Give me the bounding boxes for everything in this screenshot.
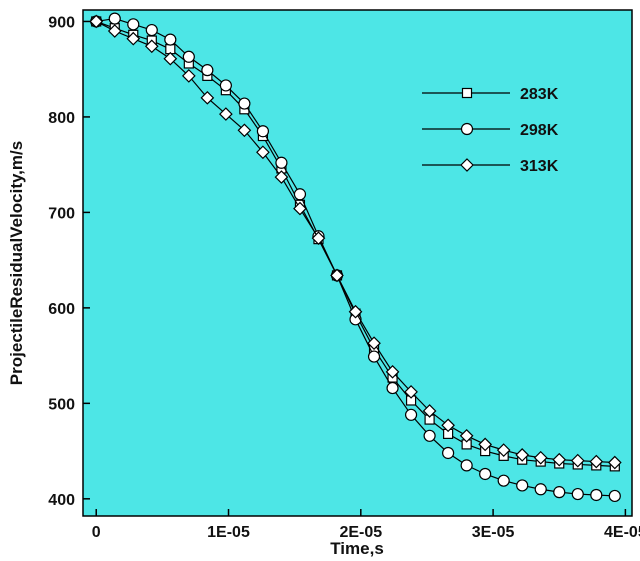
y-axis-title: ProjectileResidualVelocity,m/s [7, 141, 26, 385]
y-tick-label: 700 [48, 205, 75, 222]
data-point-diamond [181, 69, 196, 83]
data-point-diamond [256, 145, 270, 160]
data-point-circle [404, 408, 418, 421]
x-axis-title: Time,s [330, 539, 384, 558]
data-point-diamond [570, 453, 585, 468]
x-tick-label: 0 [92, 524, 101, 541]
y-tick-label: 800 [48, 110, 75, 127]
data-point-circle [516, 479, 529, 492]
data-point-diamond [607, 455, 622, 470]
data-point-diamond [589, 454, 604, 469]
data-point-diamond [441, 418, 455, 433]
data-point-circle [534, 483, 547, 496]
data-point-diamond [404, 385, 418, 399]
legend-item: 283K [422, 86, 559, 103]
data-point-diamond [200, 90, 215, 105]
data-point-circle [182, 50, 195, 63]
data-point-diamond [348, 304, 363, 319]
x-tick-label: 1E-05 [207, 524, 250, 541]
data-point-diamond [311, 231, 326, 246]
y-tick-label: 500 [48, 396, 75, 413]
data-point-circle [460, 459, 473, 472]
data-point-diamond [237, 123, 252, 138]
data-point-diamond [219, 107, 233, 121]
series-313K [89, 14, 622, 470]
y-tick-label: 900 [48, 14, 75, 31]
data-point-circle [423, 429, 436, 442]
data-point-circle [442, 446, 455, 460]
legend-marker-circle [460, 122, 474, 136]
series-layer [89, 12, 622, 503]
legend-marker-square [461, 87, 473, 99]
legend-label: 298K [520, 122, 559, 139]
data-point-circle [275, 156, 288, 169]
data-point-circle [367, 350, 381, 363]
data-point-circle [219, 79, 232, 92]
x-tick-label: 4E-05 [604, 524, 640, 541]
data-point-circle [201, 64, 214, 77]
data-point-diamond [496, 443, 511, 457]
data-point-diamond [126, 31, 141, 46]
plot-area [82, 9, 633, 517]
legend-label: 283K [520, 86, 559, 103]
y-tick-label: 400 [48, 492, 75, 509]
data-point-diamond [367, 336, 381, 351]
data-point-diamond [163, 51, 178, 66]
legend-marker-diamond [460, 158, 474, 172]
data-point-circle [479, 467, 492, 481]
data-point-circle [145, 23, 158, 37]
data-point-circle [386, 381, 399, 395]
data-point-circle [571, 487, 584, 501]
data-point-diamond [144, 39, 159, 54]
y-tick-label: 600 [48, 301, 75, 318]
data-point-circle [108, 12, 121, 25]
data-point-diamond [459, 428, 474, 443]
data-point-diamond [422, 404, 437, 418]
data-point-diamond [515, 448, 530, 462]
x-tick-label: 2E-05 [339, 524, 382, 541]
data-point-circle [256, 125, 270, 138]
data-point-diamond [478, 437, 493, 452]
data-point-circle [164, 33, 177, 46]
data-point-circle [127, 18, 140, 31]
legend-label: 313K [520, 158, 559, 175]
data-point-diamond [89, 14, 104, 29]
data-point-diamond [533, 450, 548, 465]
legend-item: 298K [422, 122, 559, 139]
legend: 283K 298K 313K [422, 86, 559, 175]
data-point-circle [590, 488, 603, 502]
axis-ticks: 0 1E-05 2E-05 3E-05 4E-05 400 500 600 700 800 900 [48, 14, 640, 541]
data-point-diamond [385, 364, 400, 379]
data-point-circle [293, 188, 307, 201]
data-point-diamond [274, 170, 289, 184]
legend-item: 313K [422, 158, 559, 175]
data-point-diamond [552, 452, 567, 467]
data-point-diamond [107, 24, 122, 38]
data-point-circle [497, 474, 510, 487]
data-point-circle [238, 97, 251, 110]
data-point-diamond [293, 201, 307, 216]
data-point-circle [608, 489, 621, 503]
x-tick-label: 3E-05 [472, 524, 515, 541]
data-point-diamond [330, 268, 344, 283]
data-point-circle [553, 486, 566, 499]
